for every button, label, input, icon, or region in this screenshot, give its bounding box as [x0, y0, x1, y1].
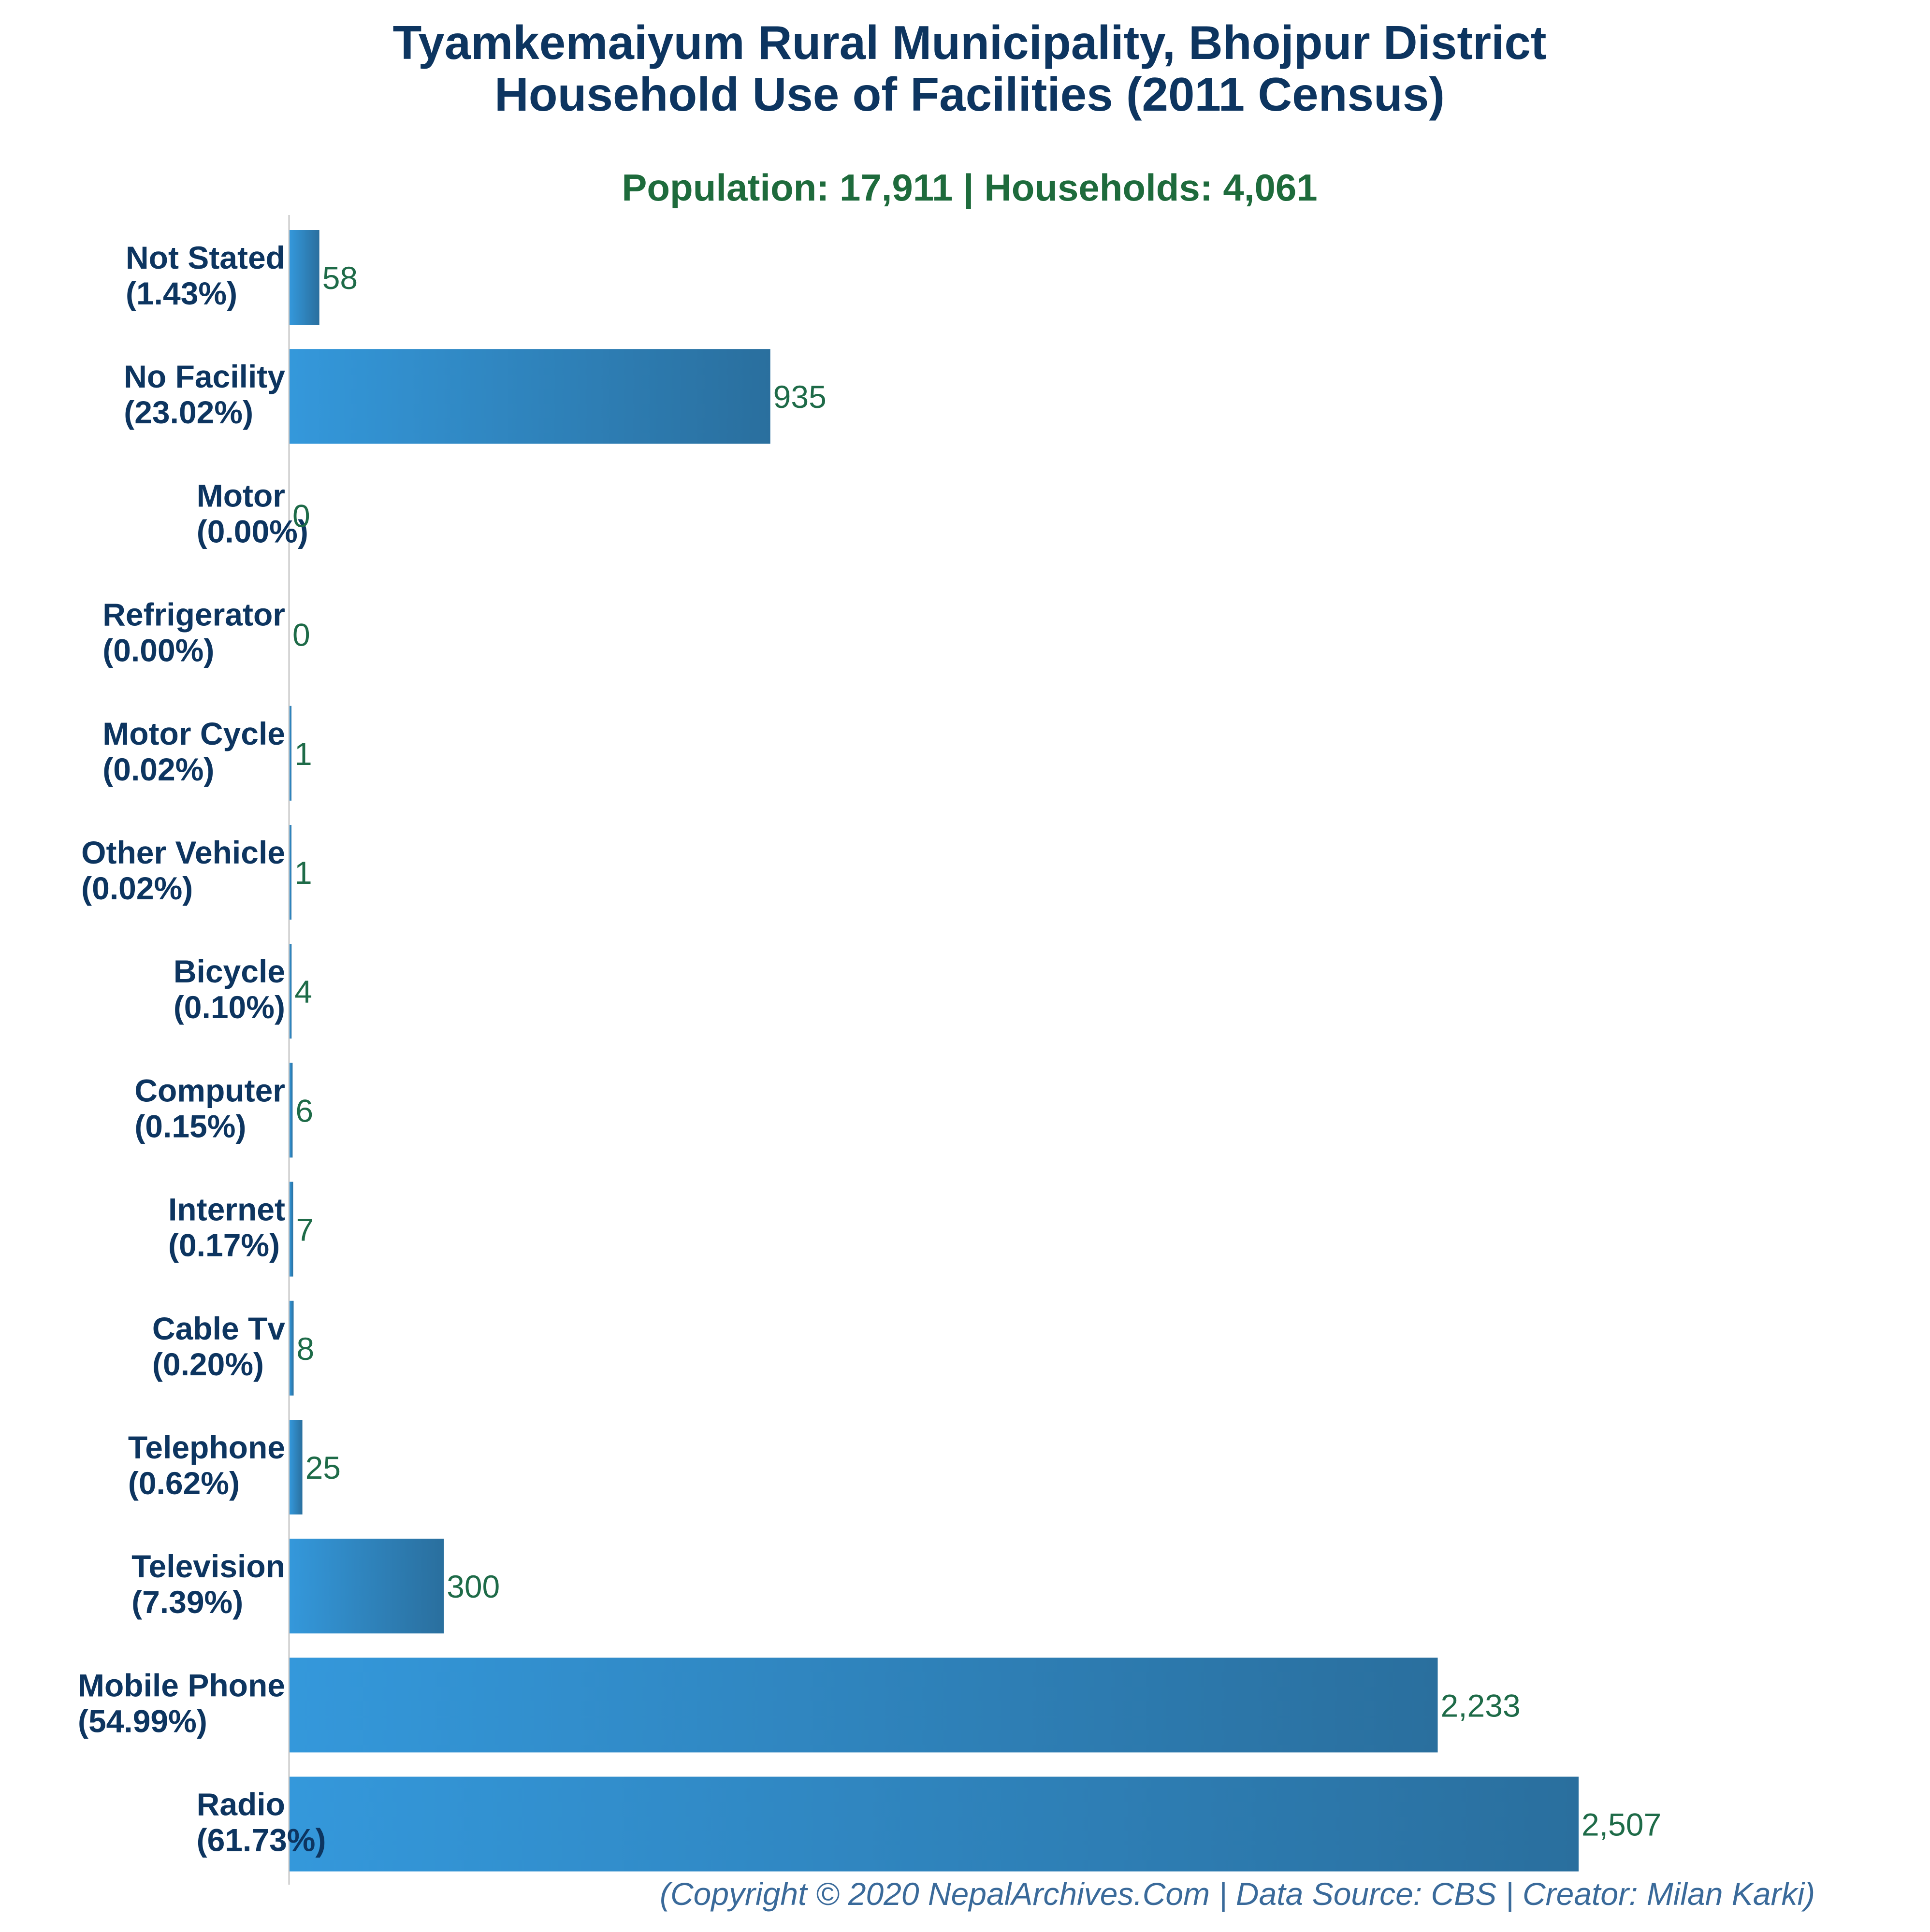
percent-label-cable-tv: (0.20%) [152, 1346, 264, 1382]
value-label-radio: 2,507 [1582, 1807, 1661, 1843]
bar-telephone [290, 1420, 303, 1514]
category-label-telephone: Telephone [128, 1429, 285, 1465]
category-label-internet: Internet [168, 1192, 285, 1227]
percent-label-no-facility: (23.02%) [124, 394, 253, 430]
value-label-cable-tv: 8 [297, 1331, 315, 1367]
category-label-motor: Motor [197, 477, 285, 513]
percent-label-telephone: (0.62%) [128, 1465, 240, 1501]
percent-label-television: (7.39%) [131, 1584, 243, 1620]
chart-subtitle: Population: 17,911 | Households: 4,061 [622, 166, 1317, 209]
bars-layer [290, 230, 1579, 1872]
bar-radio [290, 1776, 1579, 1872]
category-label-mobile-phone: Mobile Phone [78, 1667, 285, 1703]
bar-other-vehicle [290, 825, 291, 920]
chart-title-line2: Household Use of Facilities (2011 Census… [494, 68, 1445, 121]
percent-label-mobile-phone: (54.99%) [78, 1703, 207, 1739]
percent-label-internet: (0.17%) [168, 1227, 280, 1263]
value-label-mobile-phone: 2,233 [1441, 1687, 1521, 1723]
value-label-motor: 0 [292, 498, 310, 533]
chart-title-line1: Tyamkemaiyum Rural Municipality, Bhojpur… [393, 16, 1547, 69]
bar-cable-tv [290, 1300, 294, 1396]
value-label-not-stated: 58 [322, 260, 358, 296]
chart-footer: (Copyright © 2020 NepalArchives.Com | Da… [660, 1876, 1815, 1913]
bar-computer [290, 1063, 293, 1158]
category-label-no-facility: No Facility [124, 359, 285, 394]
category-label-television: Television [131, 1548, 285, 1584]
bar-no-facility [290, 349, 770, 444]
percent-label-motor-cycle: (0.02%) [102, 751, 214, 787]
value-label-no-facility: 935 [773, 379, 827, 415]
category-label-cable-tv: Cable Tv [152, 1311, 285, 1346]
value-label-refrigerator: 0 [292, 617, 310, 653]
category-label-radio: Radio [197, 1787, 285, 1822]
category-label-computer: Computer [134, 1072, 285, 1108]
percent-label-not-stated: (1.43%) [126, 275, 237, 311]
category-label-bicycle: Bicycle [174, 953, 285, 989]
bar-not-stated [290, 230, 319, 325]
percent-label-motor: (0.00%) [197, 513, 308, 549]
value-label-motor-cycle: 1 [294, 736, 312, 772]
value-label-bicycle: 4 [294, 974, 312, 1009]
percent-label-computer: (0.15%) [134, 1108, 246, 1144]
bar-motor-cycle [290, 706, 291, 801]
percent-label-other-vehicle: (0.02%) [81, 870, 193, 906]
value-label-other-vehicle: 1 [294, 855, 312, 891]
category-label-other-vehicle: Other Vehicle [81, 835, 285, 870]
percent-label-refrigerator: (0.00%) [102, 633, 214, 668]
bar-bicycle [290, 944, 292, 1039]
bar-television [290, 1539, 444, 1634]
value-label-internet: 7 [296, 1212, 314, 1248]
value-labels-layer: 58 935 0 0 1 1 4 6 7 8 25 300 2,233 2,507 [292, 260, 1661, 1843]
value-label-computer: 6 [295, 1093, 313, 1128]
value-label-telephone: 25 [305, 1450, 341, 1485]
percent-label-radio: (61.73%) [197, 1822, 326, 1858]
percent-label-bicycle: (0.10%) [174, 989, 285, 1025]
category-label-refrigerator: Refrigerator [102, 597, 285, 633]
value-label-television: 300 [447, 1569, 500, 1604]
category-label-motor-cycle: Motor Cycle [102, 716, 285, 751]
bar-internet [290, 1182, 293, 1277]
category-labels-layer: Not Stated(1.43%) No Facility(23.02%) Moto… [78, 240, 326, 1858]
bar-mobile-phone [290, 1658, 1438, 1753]
category-label-not-stated: Not Stated [126, 240, 285, 275]
